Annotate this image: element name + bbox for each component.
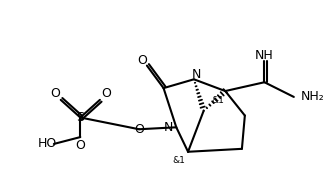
Text: N: N xyxy=(164,121,173,134)
Text: HO: HO xyxy=(37,137,57,150)
Text: &1: &1 xyxy=(212,96,224,105)
Text: O: O xyxy=(101,88,111,100)
Text: NH₂: NH₂ xyxy=(301,91,324,103)
Text: S: S xyxy=(76,111,84,124)
Text: NH: NH xyxy=(255,49,274,62)
Text: O: O xyxy=(137,54,147,67)
Text: N: N xyxy=(192,68,201,81)
Text: O: O xyxy=(50,88,60,100)
Text: &1: &1 xyxy=(173,156,186,165)
Text: O: O xyxy=(75,139,85,152)
Text: O: O xyxy=(134,123,144,136)
